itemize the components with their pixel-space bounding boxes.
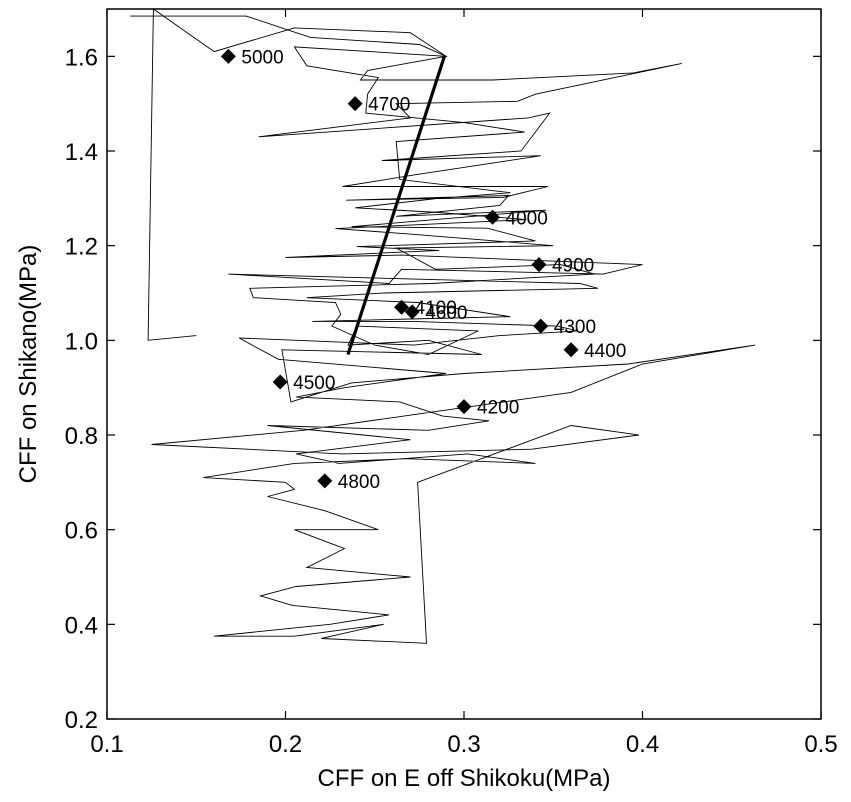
data-point-4800 — [317, 473, 333, 489]
data-point-label-4800: 4800 — [338, 472, 380, 493]
data-point-4600 — [404, 304, 420, 320]
data-point-label-4200: 4200 — [477, 398, 519, 419]
data-point-4200 — [456, 399, 472, 415]
trajectory-layer — [130, 8, 756, 644]
y-tick-label: 1.2 — [65, 234, 98, 261]
data-point-label-4500: 4500 — [293, 373, 335, 394]
x-tick-label: 0.2 — [269, 731, 302, 758]
y-tick-label: 1.0 — [65, 328, 98, 355]
data-point-4400 — [563, 342, 579, 358]
y-tick-label: 0.2 — [65, 707, 98, 734]
data-point-4700 — [347, 96, 363, 112]
data-point-4100 — [394, 299, 410, 315]
x-axis: 0.1 0.2 0.3 0.4 0.5 — [90, 9, 838, 758]
x-tick-label: 0.4 — [626, 731, 659, 758]
x-tick-label: 0.5 — [804, 731, 837, 758]
y-axis: 0.2 0.4 0.6 0.8 1.0 1.2 1.4 1.6 — [65, 44, 821, 734]
data-point-label-4900: 4900 — [552, 256, 594, 277]
y-tick-label: 0.4 — [65, 612, 98, 639]
data-point-label-5000: 5000 — [241, 47, 283, 68]
data-point-label-4400: 4400 — [584, 341, 626, 362]
y-tick-label: 1.4 — [65, 139, 98, 166]
data-point-label-4300: 4300 — [554, 317, 596, 338]
x-tick-label: 0.3 — [447, 731, 480, 758]
data-point-4000 — [485, 209, 501, 225]
data-point-4300 — [533, 318, 549, 334]
x-tick-label: 0.1 — [90, 731, 123, 758]
y-axis-title: CFF on Shikano(MPa) — [15, 245, 42, 484]
data-point-4500 — [272, 374, 288, 390]
trend-layer — [346, 55, 446, 356]
data-point-label-4100: 4100 — [415, 298, 457, 319]
data-point-label-4000: 4000 — [506, 208, 548, 229]
data-point-label-4700: 4700 — [368, 95, 410, 116]
x-axis-title: CFF on E off Shikoku(MPa) — [318, 765, 611, 792]
y-tick-label: 0.6 — [65, 518, 98, 545]
y-tick-label: 1.6 — [65, 44, 98, 71]
y-tick-label: 0.8 — [65, 423, 98, 450]
trajectory-series — [130, 8, 756, 644]
data-point-5000 — [220, 48, 236, 64]
data-point-4900 — [531, 257, 547, 273]
data-point-label-4600: 4600 — [425, 303, 467, 324]
trend-line — [346, 55, 446, 356]
plot-frame — [106, 8, 822, 720]
